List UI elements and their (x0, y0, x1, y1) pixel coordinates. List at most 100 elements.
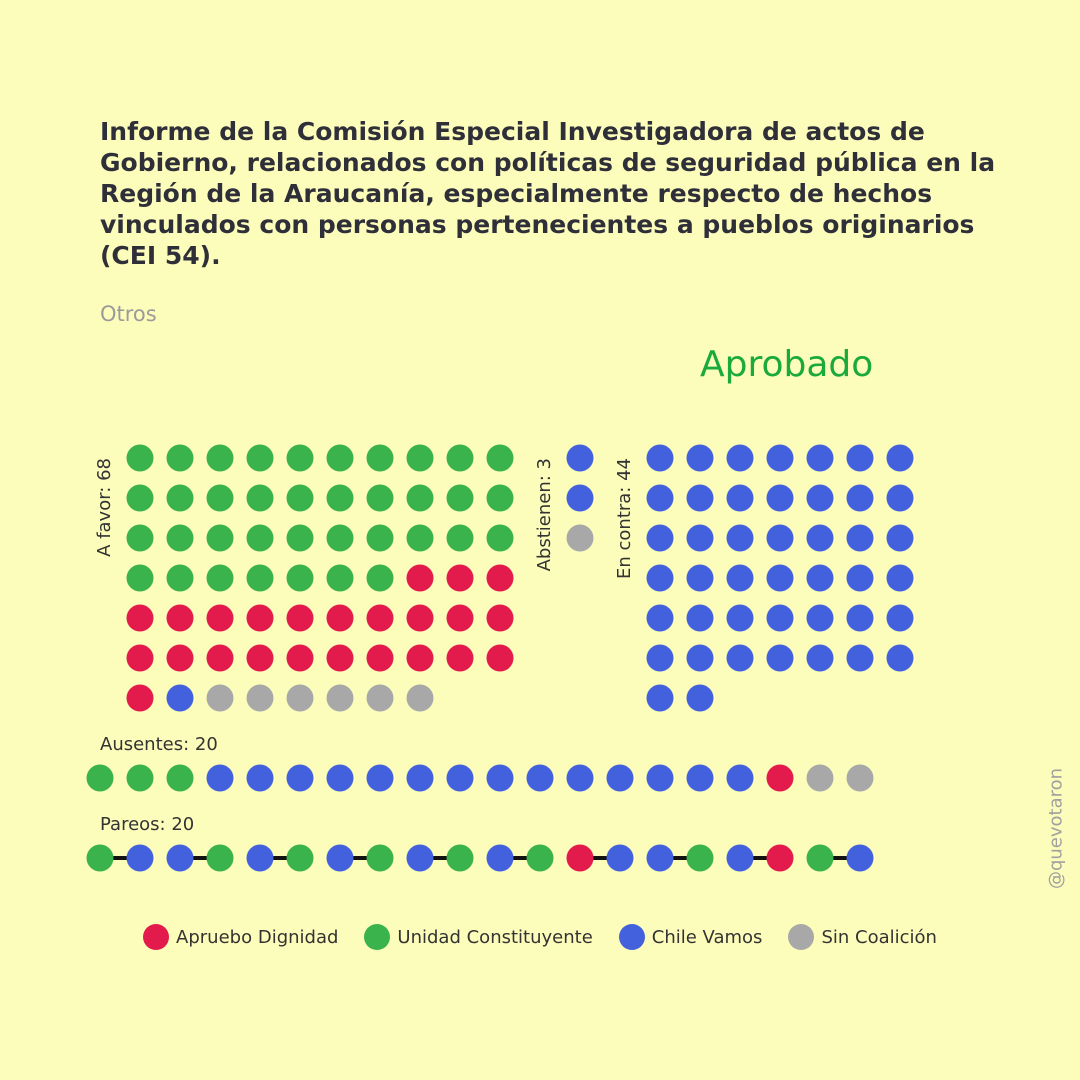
seat-contra-1 (646, 444, 674, 472)
seat-favor-8 (406, 444, 434, 472)
seat-pareo-2-a (166, 844, 194, 872)
seat-favor-32 (166, 564, 194, 592)
seat-favor-4 (246, 444, 274, 472)
seat-contra-39 (766, 644, 794, 672)
seat-contra-35 (886, 604, 914, 632)
seat-favor-31 (126, 564, 154, 592)
seat-ausente-11 (486, 764, 514, 792)
seat-contra-4 (766, 444, 794, 472)
seat-contra-13 (846, 484, 874, 512)
seat-favor-47 (366, 604, 394, 632)
group-label-contra: En contra: 44 (614, 458, 635, 579)
seat-pareo-8-b (686, 844, 714, 872)
seat-contra-44 (686, 684, 714, 712)
seat-ausente-14 (606, 764, 634, 792)
seat-contra-15 (646, 524, 674, 552)
seat-pareo-3-a (246, 844, 274, 872)
seat-favor-51 (126, 644, 154, 672)
seat-pareo-10-a (806, 844, 834, 872)
legend-label-chile: Chile Vamos (651, 926, 763, 948)
seat-contra-37 (686, 644, 714, 672)
seat-favor-48 (406, 604, 434, 632)
seat-contra-8 (646, 484, 674, 512)
seat-ausente-18 (766, 764, 794, 792)
seat-favor-43 (206, 604, 234, 632)
legend-swatch-chile (618, 924, 645, 950)
legend-swatch-apruebo (143, 924, 170, 950)
seat-favor-25 (286, 524, 314, 552)
seat-pareo-4-b (366, 844, 394, 872)
seat-abstienen-2 (566, 484, 594, 512)
seat-favor-1 (126, 444, 154, 472)
seat-contra-16 (686, 524, 714, 552)
seat-favor-11 (126, 484, 154, 512)
seat-contra-9 (686, 484, 714, 512)
seat-contra-43 (646, 684, 674, 712)
seat-favor-57 (366, 644, 394, 672)
seat-favor-56 (326, 644, 354, 672)
seat-contra-23 (686, 564, 714, 592)
seat-pareo-5-b (446, 844, 474, 872)
ausentes-label: Ausentes: 20 (100, 734, 218, 755)
seat-contra-29 (646, 604, 674, 632)
seat-favor-35 (286, 564, 314, 592)
seat-favor-45 (286, 604, 314, 632)
vote-result: Aprobado (700, 344, 874, 385)
seat-favor-59 (446, 644, 474, 672)
seat-ausente-20 (846, 764, 874, 792)
seat-ausente-4 (206, 764, 234, 792)
seat-contra-41 (846, 644, 874, 672)
seat-favor-3 (206, 444, 234, 472)
seat-contra-33 (806, 604, 834, 632)
seat-contra-25 (766, 564, 794, 592)
legend: Apruebo Dignidad Unidad Constituyente Ch… (0, 924, 1080, 950)
legend-item-unidad: Unidad Constituyente (364, 924, 593, 950)
seat-pareo-3-b (286, 844, 314, 872)
legend-item-chile: Chile Vamos (618, 924, 763, 950)
seat-ausente-3 (166, 764, 194, 792)
seat-contra-27 (846, 564, 874, 592)
seat-ausente-15 (646, 764, 674, 792)
seat-favor-12 (166, 484, 194, 512)
legend-label-sin: Sin Coalición (821, 926, 937, 948)
seat-favor-16 (326, 484, 354, 512)
seat-favor-68 (406, 684, 434, 712)
chart-title: Informe de la Comisión Especial Investig… (100, 117, 996, 270)
seat-contra-28 (886, 564, 914, 592)
seat-contra-10 (726, 484, 754, 512)
seat-contra-17 (726, 524, 754, 552)
seat-pareo-4-a (326, 844, 354, 872)
seat-favor-58 (406, 644, 434, 672)
legend-item-apruebo: Apruebo Dignidad (143, 924, 338, 950)
seat-favor-63 (206, 684, 234, 712)
seat-pareo-8-a (646, 844, 674, 872)
seat-favor-19 (446, 484, 474, 512)
seat-favor-6 (326, 444, 354, 472)
seat-ausente-8 (366, 764, 394, 792)
seat-ausente-17 (726, 764, 754, 792)
seat-favor-37 (366, 564, 394, 592)
seat-ausente-19 (806, 764, 834, 792)
group-label-favor: A favor: 68 (94, 458, 115, 557)
seat-contra-18 (766, 524, 794, 552)
seat-ausente-6 (286, 764, 314, 792)
seat-contra-3 (726, 444, 754, 472)
seat-pareo-7-a (566, 844, 594, 872)
seat-favor-49 (446, 604, 474, 632)
seat-favor-5 (286, 444, 314, 472)
seat-ausente-1 (86, 764, 114, 792)
seat-favor-55 (286, 644, 314, 672)
seat-favor-61 (126, 684, 154, 712)
seat-pareo-10-b (846, 844, 874, 872)
seat-favor-38 (406, 564, 434, 592)
seat-favor-65 (286, 684, 314, 712)
seat-favor-21 (126, 524, 154, 552)
seat-favor-60 (486, 644, 514, 672)
seat-favor-10 (486, 444, 514, 472)
seat-pareo-5-a (406, 844, 434, 872)
seat-pareo-9-b (766, 844, 794, 872)
seat-favor-33 (206, 564, 234, 592)
seat-contra-38 (726, 644, 754, 672)
pareos-label: Pareos: 20 (100, 814, 194, 835)
seat-favor-42 (166, 604, 194, 632)
